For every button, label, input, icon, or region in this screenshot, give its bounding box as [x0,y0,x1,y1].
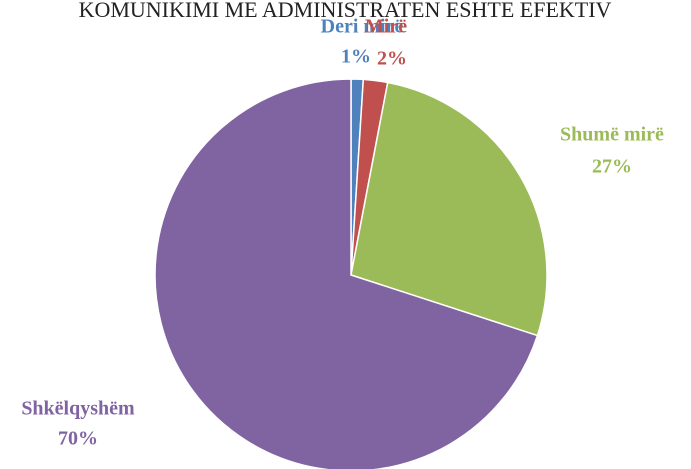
slice-label: Shumë mirë [560,124,664,146]
slice-value-label: 2% [377,48,407,70]
slice-label: Shkëlqyshëm [21,398,135,420]
slice-value-label: 70% [58,428,98,450]
pie-slice [154,78,539,469]
slice-label: Mirë [365,16,407,38]
slice-label: Deri mirë [321,16,404,38]
slice-value-label: 1% [341,46,371,68]
slice-value-label: 27% [592,156,632,178]
pie-slice [350,81,548,337]
chart-title: KOMUNIKIMI ME ADMINISTRATEN ESHTE EFEKTI… [79,0,612,22]
